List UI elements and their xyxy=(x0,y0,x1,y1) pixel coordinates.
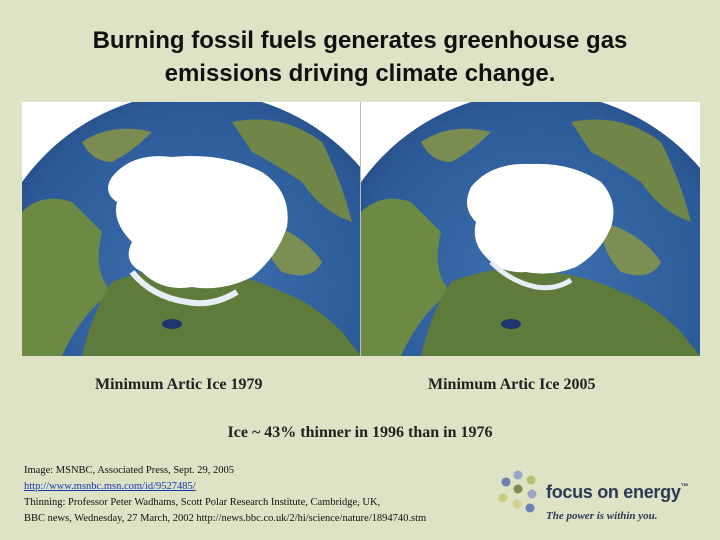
logo-name: focus on energy™ xyxy=(546,482,689,502)
globe-image-1979 xyxy=(22,102,361,356)
caption-1979: Minimum Artic Ice 1979 xyxy=(95,376,263,393)
ice-thinning-summary: Ice ~ 43% thinner in 1996 than in 1976 xyxy=(227,424,493,441)
image-credits: Image: MSNBC, Associated Press, Sept. 29… xyxy=(24,463,426,527)
slide-title: Burning fossil fuels generates greenhous… xyxy=(0,24,720,90)
focus-on-energy-logo: focus on energy™ The power is within you… xyxy=(496,470,718,522)
title-line-2: emissions driving climate change. xyxy=(164,60,556,87)
globe-image-2005 xyxy=(361,102,700,356)
msnbc-link[interactable]: http://www.msnbc.msn.com/id/9527485/ xyxy=(24,481,196,492)
arctic-ice-comparison xyxy=(22,102,700,356)
caption-2005: Minimum Artic Ice 2005 xyxy=(428,376,596,393)
credit-line-bbc: BBC news, Wednesday, 27 March, 2002 http… xyxy=(24,513,427,524)
credit-line-image: Image: MSNBC, Associated Press, Sept. 29… xyxy=(24,465,234,476)
title-line-1: Burning fossil fuels generates greenhous… xyxy=(92,27,628,54)
logo-dots-icon xyxy=(498,470,537,513)
credit-line-thinning: Thinning: Professor Peter Wadhams, Scott… xyxy=(24,497,381,508)
logo-tagline: The power is within you. xyxy=(546,510,658,522)
